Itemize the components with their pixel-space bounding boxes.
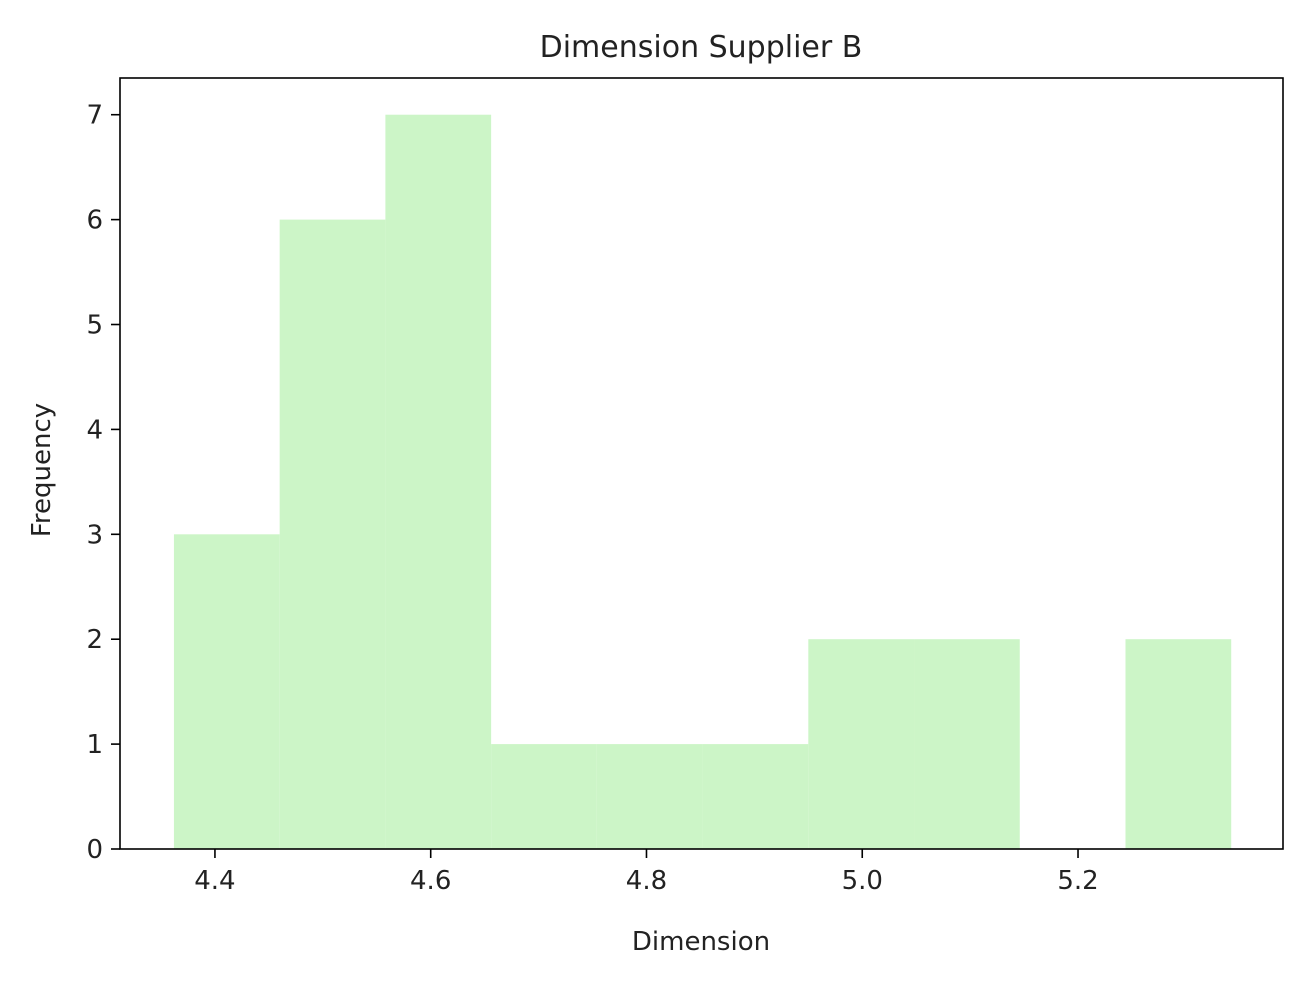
x-tick-label: 5.0 bbox=[842, 866, 883, 896]
x-axis: 4.4 4.6 4.8 5.0 5.2 bbox=[194, 849, 1099, 896]
y-tick-label: 1 bbox=[86, 730, 103, 760]
y-axis: 0 1 2 3 4 5 6 7 bbox=[86, 101, 120, 865]
plot-frame bbox=[119, 77, 1284, 850]
y-tick-label: 0 bbox=[86, 835, 103, 865]
x-tick-label: 5.2 bbox=[1057, 866, 1098, 896]
chart-title: Dimension Supplier B bbox=[540, 30, 863, 65]
y-tick-label: 5 bbox=[86, 311, 103, 341]
bars-group bbox=[173, 114, 1232, 849]
y-tick-label: 2 bbox=[86, 625, 103, 655]
histogram-bar-4 bbox=[491, 744, 597, 849]
x-tick-label: 4.8 bbox=[626, 866, 667, 896]
histogram-bar-3 bbox=[385, 114, 492, 849]
y-tick-label: 6 bbox=[86, 206, 103, 236]
y-tick-label: 7 bbox=[86, 101, 103, 131]
y-tick-label: 4 bbox=[86, 415, 103, 445]
histogram-bar-10 bbox=[1125, 639, 1232, 849]
histogram-bar-1 bbox=[173, 534, 280, 849]
y-axis-label: Frequency bbox=[27, 403, 57, 537]
y-tick-label: 3 bbox=[86, 520, 103, 550]
histogram-bar-2 bbox=[279, 219, 386, 849]
histogram-bar-5 bbox=[596, 744, 703, 849]
x-tick-label: 4.4 bbox=[194, 866, 235, 896]
histogram-bar-8 bbox=[914, 639, 1020, 849]
histogram-bar-7 bbox=[808, 639, 915, 849]
x-tick-label: 4.6 bbox=[410, 866, 451, 896]
histogram-bar-6 bbox=[702, 744, 809, 849]
x-axis-label: Dimension bbox=[632, 927, 770, 957]
